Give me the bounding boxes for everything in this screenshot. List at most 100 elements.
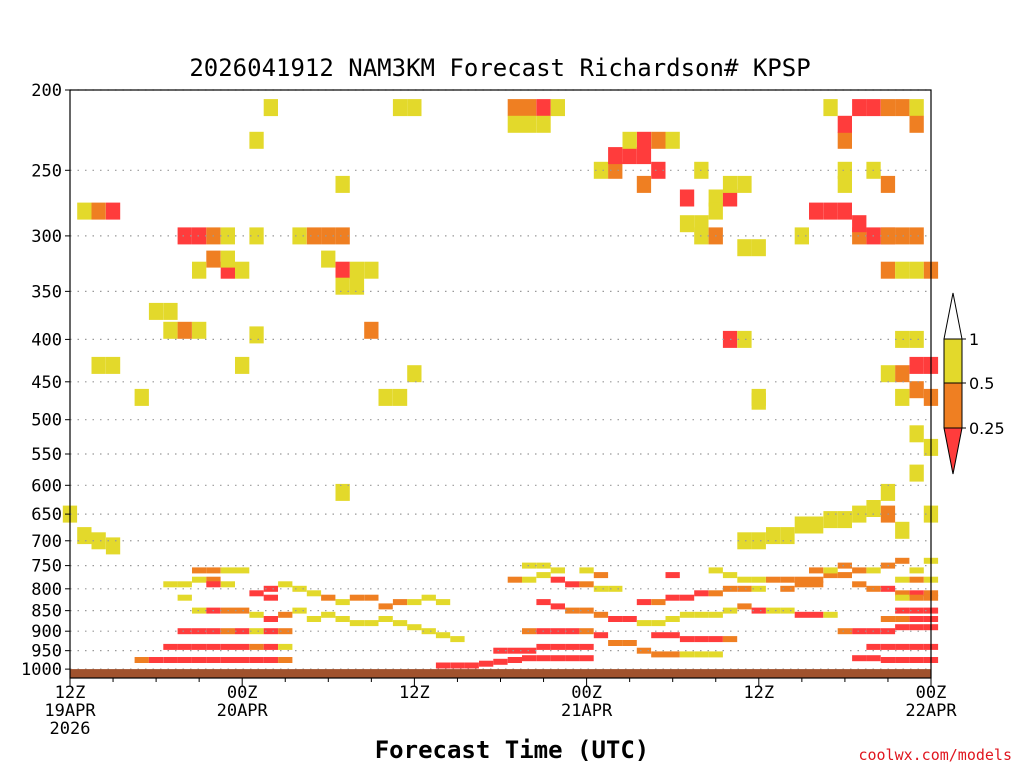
ri-cell xyxy=(105,356,121,374)
ri-cell xyxy=(507,115,522,133)
ri-cell xyxy=(737,239,752,257)
ri-cell xyxy=(737,585,752,592)
ri-cell xyxy=(364,321,379,339)
ri-cell xyxy=(536,599,551,606)
ri-cell xyxy=(909,590,924,597)
ri-cell xyxy=(550,643,565,650)
y-tick-label: 200 xyxy=(31,81,62,101)
ri-cell xyxy=(636,599,652,606)
ri-cell xyxy=(636,647,652,654)
ri-cell xyxy=(722,636,738,643)
ri-cell xyxy=(737,175,752,193)
ri-cell xyxy=(565,607,580,614)
ri-cell xyxy=(579,655,594,662)
ri-cell xyxy=(708,202,723,220)
ri-cell xyxy=(349,620,365,627)
x-tick-label: 00Z xyxy=(227,683,258,703)
ri-cell xyxy=(220,643,235,650)
ri-cell xyxy=(780,585,795,592)
ri-cell xyxy=(823,202,838,220)
ri-cell xyxy=(263,585,278,592)
ri-cell xyxy=(565,581,580,588)
ri-cell xyxy=(651,131,666,149)
ri-cell xyxy=(192,567,207,574)
ri-cell xyxy=(809,567,824,574)
ri-cell xyxy=(880,261,896,279)
ri-cell xyxy=(278,643,293,650)
ri-cell xyxy=(392,620,408,627)
ri-cell xyxy=(909,330,924,348)
ri-cell xyxy=(407,99,422,117)
ri-cell xyxy=(895,521,910,539)
ri-cell xyxy=(522,99,537,117)
plot-background xyxy=(70,90,931,678)
ri-cell xyxy=(91,356,106,374)
ri-cell xyxy=(837,572,852,579)
legend-label: 1 xyxy=(969,330,979,349)
ri-cell xyxy=(823,511,838,529)
ri-cell xyxy=(134,657,149,663)
ri-cell xyxy=(694,651,709,658)
ri-cell xyxy=(479,660,494,667)
legend-bin xyxy=(943,382,963,429)
ri-cell xyxy=(335,227,350,245)
ri-cell xyxy=(263,594,278,601)
ri-cell xyxy=(364,594,379,601)
ri-cell xyxy=(895,657,910,663)
legend: 1 0.5 0.25 xyxy=(943,292,1005,475)
ri-cell xyxy=(522,655,537,662)
ri-cell xyxy=(679,611,695,618)
ri-cell xyxy=(837,115,852,133)
ri-cell xyxy=(737,532,752,550)
ri-cell xyxy=(335,599,350,606)
ri-cell xyxy=(837,511,852,529)
ri-cell xyxy=(235,607,250,614)
ri-cell xyxy=(421,628,436,635)
ri-cell xyxy=(895,261,910,279)
ri-cell xyxy=(206,567,221,574)
ri-cell xyxy=(909,624,924,631)
ri-cell xyxy=(278,581,293,588)
ri-cell xyxy=(220,581,235,588)
ri-cell xyxy=(522,628,537,635)
ri-cell xyxy=(249,628,264,635)
ri-cell xyxy=(278,657,293,663)
ri-cell xyxy=(751,585,766,592)
ri-cell xyxy=(895,616,910,622)
ri-cell xyxy=(751,576,766,583)
legend-label: 0.25 xyxy=(969,419,1005,438)
ri-cell xyxy=(77,527,92,545)
ri-cell xyxy=(335,277,350,295)
ri-cell xyxy=(909,607,924,614)
ri-cell xyxy=(608,585,623,592)
ri-cell xyxy=(852,567,867,574)
ri-cell xyxy=(895,590,910,597)
ri-cell xyxy=(866,500,881,517)
ri-cell xyxy=(163,643,178,650)
y-tick-label: 400 xyxy=(31,330,62,350)
x-tick-label: 12Z xyxy=(399,683,430,703)
y-tick-label: 300 xyxy=(31,227,62,247)
ri-cell xyxy=(837,202,852,220)
ri-cell xyxy=(794,516,809,534)
ri-cell xyxy=(608,147,623,165)
ri-cell xyxy=(192,607,207,614)
ri-cell xyxy=(435,599,451,606)
ri-cell xyxy=(321,227,336,245)
ri-cell xyxy=(895,594,910,601)
ri-cell xyxy=(665,131,680,149)
ri-cell xyxy=(105,537,121,555)
ri-cell xyxy=(880,365,896,383)
ri-cell xyxy=(823,99,838,117)
legend-bin xyxy=(943,292,963,340)
ri-cell xyxy=(895,365,910,383)
x-tick-label: 12Z xyxy=(55,683,86,703)
ri-cell xyxy=(895,99,910,117)
ri-cell xyxy=(895,607,910,614)
ri-cell xyxy=(679,636,695,643)
x-tick-label: 19APR xyxy=(44,701,96,721)
ri-cell xyxy=(665,594,680,601)
ri-cell xyxy=(622,131,637,149)
ri-cell xyxy=(651,599,666,606)
ri-cell xyxy=(206,250,221,268)
